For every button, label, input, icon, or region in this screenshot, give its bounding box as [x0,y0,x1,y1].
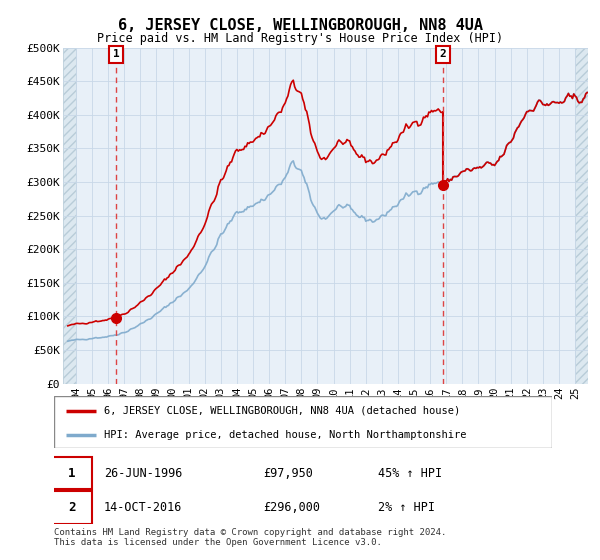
Text: £97,950: £97,950 [263,466,313,480]
Text: 2: 2 [68,501,76,514]
Text: 1: 1 [113,49,119,59]
Bar [575,48,588,384]
Text: Contains HM Land Registry data © Crown copyright and database right 2024.
This d: Contains HM Land Registry data © Crown c… [54,528,446,547]
Bar [63,48,76,384]
Text: 6, JERSEY CLOSE, WELLINGBOROUGH, NN8 4UA (detached house): 6, JERSEY CLOSE, WELLINGBOROUGH, NN8 4UA… [104,406,460,416]
Text: 45% ↑ HPI: 45% ↑ HPI [378,466,442,480]
Text: Price paid vs. HM Land Registry's House Price Index (HPI): Price paid vs. HM Land Registry's House … [97,32,503,45]
Text: 2% ↑ HPI: 2% ↑ HPI [378,501,434,514]
Text: £296,000: £296,000 [263,501,320,514]
FancyBboxPatch shape [52,492,92,524]
Text: 2: 2 [440,49,446,59]
Text: 26-JUN-1996: 26-JUN-1996 [104,466,182,480]
FancyBboxPatch shape [52,457,92,489]
Text: 1: 1 [68,466,76,480]
Text: 6, JERSEY CLOSE, WELLINGBOROUGH, NN8 4UA: 6, JERSEY CLOSE, WELLINGBOROUGH, NN8 4UA [118,18,482,34]
Text: 14-OCT-2016: 14-OCT-2016 [104,501,182,514]
Text: HPI: Average price, detached house, North Northamptonshire: HPI: Average price, detached house, Nort… [104,430,466,440]
FancyBboxPatch shape [54,396,552,448]
